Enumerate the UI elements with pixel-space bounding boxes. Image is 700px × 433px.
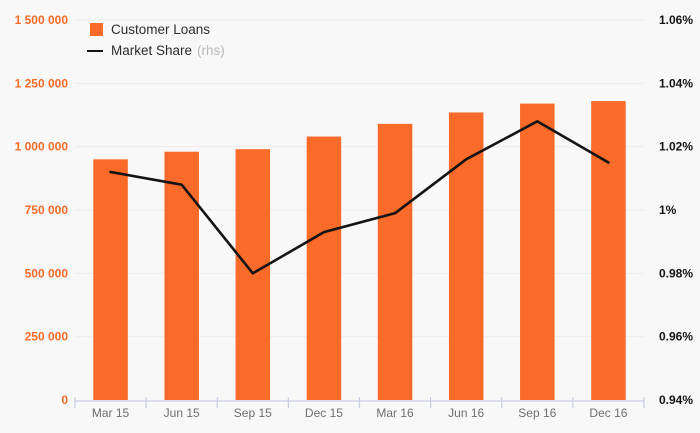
bar-sep-16	[520, 103, 555, 400]
line-swatch-icon	[87, 49, 103, 52]
y-axis-right-tick-label: 0.98%	[659, 266, 693, 280]
y-axis-left-tick-label: 750 000	[25, 203, 69, 217]
x-axis-category-label: Jun 15	[164, 406, 200, 420]
bar-jun-16	[448, 112, 484, 400]
y-axis-left-tick-label: 1 500 000	[15, 13, 69, 27]
y-axis-right-tick-label: 1%	[659, 203, 677, 217]
x-axis-category-label: Dec 15	[305, 406, 343, 420]
x-axis-category-label: Sep 15	[234, 406, 272, 420]
y-axis-left-tick-label: 250 000	[25, 330, 69, 344]
y-axis-left-tick-label: 500 000	[25, 266, 69, 280]
x-axis-category-label: Jun 16	[448, 406, 484, 420]
bar-jun-15	[164, 151, 199, 400]
x-axis-category-label: Sep 16	[518, 406, 556, 420]
bar-mar-15	[93, 159, 128, 400]
x-axis-category-label: Dec 16	[589, 406, 627, 420]
market-share-line	[109, 120, 610, 275]
x-axis-category-label: Mar 16	[376, 406, 414, 420]
y-axis-right-tick-label: 0.94%	[659, 393, 693, 407]
y-axis-right-tick-label: 1.04%	[659, 76, 693, 90]
legend-label-rhs-suffix: (rhs)	[197, 43, 225, 58]
x-axis-category-label: Mar 15	[92, 406, 130, 420]
legend-label-customer-loans: Customer Loans	[111, 22, 211, 37]
legend-label-market-share: Market Share	[111, 43, 193, 58]
bar-mar-16	[377, 123, 413, 400]
y-axis-right-tick-label: 1.02%	[659, 140, 693, 154]
y-axis-right-tick-label: 0.96%	[659, 330, 693, 344]
bar-dec-16	[591, 101, 626, 401]
legend: Customer Loans Market Share (rhs)	[87, 22, 225, 58]
y-axis-left-tick-label: 1 000 000	[15, 140, 69, 154]
y-axis-left-tick-label: 0	[61, 393, 68, 407]
y-axis-left-tick-label: 1 250 000	[15, 76, 69, 90]
bar-dec-15	[306, 136, 342, 401]
y-axis-right-tick-label: 1.06%	[659, 13, 693, 27]
legend-item-market-share[interactable]: Market Share (rhs)	[87, 43, 225, 58]
bar-swatch-icon	[90, 23, 103, 36]
legend-item-customer-loans[interactable]: Customer Loans	[90, 22, 225, 37]
